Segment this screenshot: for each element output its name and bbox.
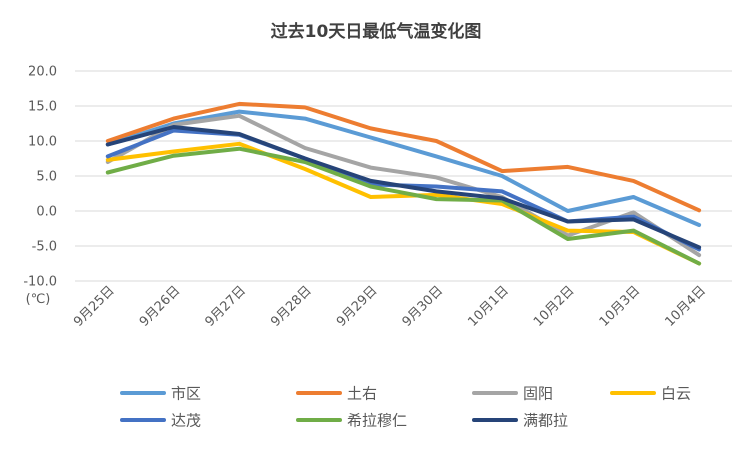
y-tick-label: -10.0 <box>23 275 57 290</box>
x-tick-label: 10月2日 <box>531 283 578 330</box>
x-tick-label: 10月3日 <box>597 283 644 330</box>
legend-label: 希拉穆仁 <box>347 412 407 430</box>
series-line <box>105 141 702 266</box>
legend-label: 土右 <box>347 385 377 403</box>
series-line <box>105 146 702 266</box>
legend-label: 白云 <box>661 385 691 403</box>
y-tick-label: 20.0 <box>28 65 57 80</box>
x-tick-label: 9月30日 <box>400 283 447 330</box>
y-tick-label: 10.0 <box>28 135 57 150</box>
y-tick-label: 5.0 <box>36 170 57 185</box>
series-line <box>105 109 702 227</box>
x-tick-label: 9月26日 <box>137 283 184 330</box>
series-line <box>105 101 702 213</box>
chart-title: 过去10天日最低气温变化图 <box>271 21 482 42</box>
x-tick-label: 10月1日 <box>465 283 512 330</box>
y-tick-label: -5.0 <box>32 240 57 255</box>
x-tick-label: 10月4日 <box>662 283 709 330</box>
x-tick-label: 9月28日 <box>268 283 315 330</box>
series-line <box>105 125 702 250</box>
y-unit-label: (℃) <box>26 292 51 307</box>
x-tick-label: 9月25日 <box>71 283 118 330</box>
y-tick-label: 0.0 <box>36 205 57 220</box>
legend-label: 市区 <box>171 385 201 403</box>
series-line <box>105 113 702 258</box>
x-tick-label: 9月27日 <box>203 283 250 330</box>
legend-label: 满都拉 <box>523 412 568 430</box>
legend-label: 固阳 <box>523 385 553 403</box>
y-tick-label: 15.0 <box>28 100 57 115</box>
x-tick-label: 9月29日 <box>334 283 381 330</box>
legend-label: 达茂 <box>171 412 201 430</box>
